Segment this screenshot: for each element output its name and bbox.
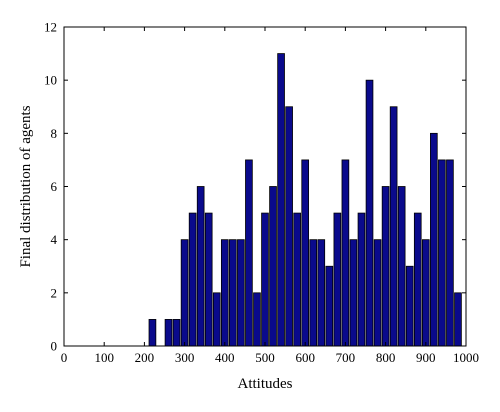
bar-480 [253,292,261,347]
bar-660 [325,265,334,347]
bar-920 [430,132,438,347]
y-tick-label: 4 [51,232,58,247]
x-tick-label: 400 [215,350,235,365]
bar-500 [261,212,269,347]
x-axis: 0 100 200 300 400 500 600 700 800 900 1000 [61,27,479,365]
x-tick-label: 1000 [453,350,479,365]
y-tick-label: 10 [44,73,57,88]
y-tick-label: 0 [51,339,58,354]
bar-860 [405,265,414,347]
y-tick-label: 6 [51,179,58,194]
bar-580 [293,212,301,347]
bar-980 [454,292,462,347]
bar-700 [341,159,350,347]
x-tick-label: 100 [94,350,114,365]
bar-720 [349,239,358,347]
y-axis-title: Final distribution of agents [18,105,34,267]
bar-460 [245,159,253,347]
bar-640 [317,239,326,347]
bar-960 [446,159,454,347]
x-tick-label: 600 [295,350,315,365]
bar-600 [301,159,310,347]
x-tick-label: 700 [336,350,356,365]
y-tick-label: 12 [44,20,57,35]
x-tick-label: 0 [61,350,68,365]
bar-540 [277,53,285,347]
bars-layer [148,53,462,347]
x-axis-title: Attitudes [238,376,293,392]
x-tick-label: 800 [376,350,396,365]
bar-940 [438,159,446,347]
bar-740 [357,212,366,347]
bar-560 [285,106,293,347]
bar-260 [164,319,173,347]
x-tick-label: 500 [255,350,275,365]
bar-680 [333,212,342,347]
bar-220 [148,319,157,347]
bar-400 [220,239,229,347]
bar-880 [413,212,422,347]
bar-840 [397,186,406,347]
y-tick-label: 8 [51,126,58,141]
x-tick-label: 300 [175,350,195,365]
bar-280 [172,319,181,347]
bar-820 [389,106,398,347]
y-tick-label: 2 [51,285,58,300]
bar-620 [309,239,318,347]
bar-800 [381,186,390,347]
bar-360 [204,212,213,347]
bar-760 [365,79,374,347]
bar-900 [421,239,430,347]
x-tick-label: 200 [135,350,155,365]
x-tick-label: 900 [416,350,436,365]
bar-300 [180,239,189,347]
y-axis: 0 2 4 6 8 10 12 [44,20,466,354]
bar-340 [196,186,205,347]
bar-780 [373,239,382,347]
bar-420 [229,239,237,347]
bar-380 [212,292,221,347]
bar-520 [269,186,277,347]
bar-320 [188,212,197,347]
bar-440 [237,239,245,347]
